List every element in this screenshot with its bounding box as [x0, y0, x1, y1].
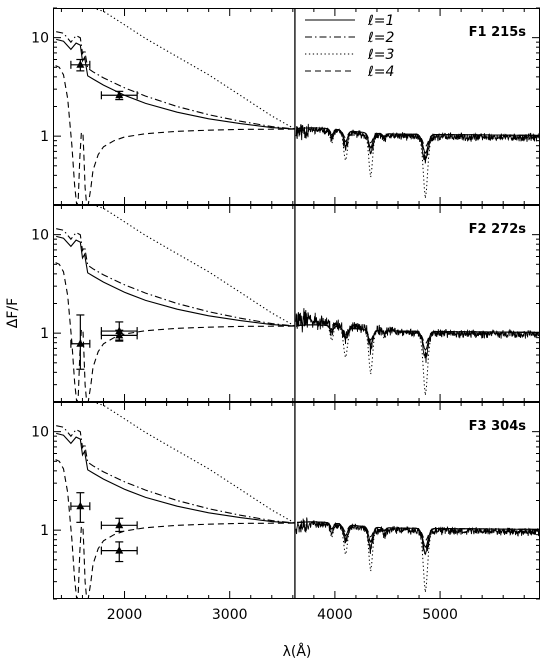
- legend: ℓ=1ℓ=2ℓ=3ℓ=4: [305, 13, 395, 80]
- data-point: [70, 492, 91, 523]
- panel-label: F3 304s: [469, 419, 527, 434]
- y-tick-label: 10: [31, 425, 49, 441]
- triangle-marker: [115, 546, 124, 554]
- panel-label: F1 215s: [469, 25, 527, 40]
- model-curve: [56, 38, 295, 130]
- model-curve-optical: [297, 521, 539, 593]
- model-curve: [56, 432, 295, 524]
- panel-2: 1 10 F2 272s: [31, 204, 540, 403]
- data-point: [100, 90, 138, 101]
- plot-area: [55, 8, 540, 205]
- y-tick-label: 1: [40, 129, 49, 145]
- panel-1: 1 10 F1 215s ℓ=1ℓ=2ℓ=3ℓ=4: [31, 7, 540, 206]
- legend-label: ℓ=3: [367, 47, 394, 63]
- model-curve-optical: [297, 521, 539, 542]
- panel-3: 1 10 F3 304s 2000 3000 4000 5000: [31, 401, 540, 623]
- observed-spectrum: [295, 308, 540, 363]
- y-axis-label: ΔF/F: [5, 298, 21, 328]
- x-tick-label: 5000: [422, 607, 458, 623]
- y-tick-label: 10: [31, 228, 49, 244]
- triangle-marker: [76, 60, 85, 68]
- legend-label: ℓ=1: [367, 13, 394, 29]
- data-point: [100, 329, 138, 342]
- model-curve-optical: [297, 127, 539, 199]
- model-curve: [55, 65, 295, 205]
- model-curve-optical: [297, 324, 539, 396]
- observed-spectrum: [295, 123, 540, 164]
- panel-frame: [53, 205, 540, 402]
- panel-label: F2 272s: [469, 222, 527, 237]
- y-tick-label: 10: [31, 31, 49, 47]
- model-curve-optical: [297, 127, 539, 148]
- model-curve: [56, 228, 295, 327]
- model-curve: [92, 8, 296, 130]
- triangle-marker: [76, 501, 85, 510]
- data-point: [70, 314, 91, 370]
- data-point: [100, 541, 138, 563]
- model-curve: [55, 262, 295, 402]
- x-axis-label: λ(Å): [283, 643, 312, 660]
- legend-label: ℓ=4: [367, 64, 394, 80]
- x-tick-label: 4000: [317, 607, 353, 623]
- x-tick-label: 2000: [107, 607, 143, 623]
- observed-spectrum: [295, 517, 540, 556]
- x-tick-label: 3000: [212, 607, 248, 623]
- y-tick-label: 1: [40, 326, 49, 342]
- triangle-marker: [76, 339, 85, 347]
- model-curve-optical: [297, 521, 539, 548]
- data-point: [100, 517, 138, 533]
- plot-area: [55, 402, 540, 599]
- data-point: [70, 58, 91, 72]
- triangle-marker: [115, 90, 124, 99]
- legend-label: ℓ=2: [367, 30, 395, 46]
- panel-frame: [53, 402, 540, 599]
- triangle-marker: [115, 330, 124, 339]
- triangle-marker: [115, 520, 124, 529]
- plot-area: [55, 205, 540, 402]
- model-curve: [56, 235, 295, 327]
- y-tick-label: 1: [40, 523, 49, 539]
- model-curve: [92, 205, 296, 327]
- model-curve: [92, 402, 296, 524]
- panels-group: 1 10 F1 215s ℓ=1ℓ=2ℓ=3ℓ=4 1 10 F2 272s 1 10 F3 30…: [31, 7, 540, 623]
- model-curve-optical: [297, 127, 539, 154]
- model-curve: [56, 31, 295, 130]
- model-curve: [56, 425, 295, 524]
- panel-frame: [53, 8, 540, 205]
- model-curve: [55, 459, 295, 599]
